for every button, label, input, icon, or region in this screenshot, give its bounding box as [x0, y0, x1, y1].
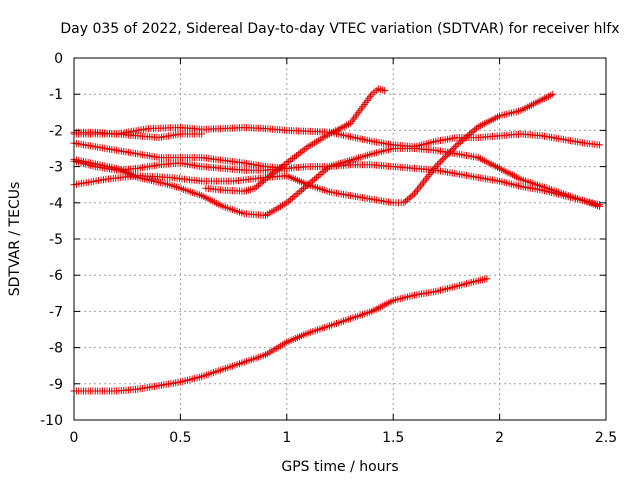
x-tick-label: 0.5 — [169, 430, 191, 446]
y-tick-label: -10 — [40, 413, 63, 429]
y-tick-label: -3 — [49, 160, 63, 176]
y-tick-label: -5 — [49, 232, 63, 248]
series-markers — [202, 85, 389, 195]
y-tick-label: -2 — [49, 123, 63, 139]
x-tick-label: 2 — [495, 430, 504, 446]
series-markers — [70, 275, 491, 395]
y-tick-label: -6 — [49, 268, 63, 284]
data-layer — [70, 85, 604, 395]
y-axis-label: SDTVAR / TECUs — [7, 182, 23, 297]
y-tick-label: 0 — [54, 51, 63, 67]
x-tick-label: 1.5 — [382, 430, 404, 446]
chart-title: Day 035 of 2022, Sidereal Day-to-day VTE… — [60, 21, 619, 37]
series-markers — [70, 90, 557, 207]
series-track-g — [202, 85, 389, 195]
series-track-h — [70, 275, 491, 395]
tick-layer: 0 0.5 1 1.5 2 2.5 0 -1 -2 -3 -4 -5 -6 -7 -8 -9 -10 — [40, 51, 617, 446]
y-tick-label: -1 — [49, 87, 63, 103]
y-tick-label: -8 — [49, 341, 63, 357]
grid-layer — [74, 58, 606, 420]
y-tick-label: -7 — [49, 304, 63, 320]
x-axis-label: GPS time / hours — [281, 459, 398, 475]
series-track-e — [70, 90, 557, 207]
y-tick-label: -9 — [49, 377, 63, 393]
x-tick-label: 0 — [70, 430, 79, 446]
x-tick-label: 2.5 — [595, 430, 617, 446]
x-tick-label: 1 — [282, 430, 291, 446]
y-tick-label: -4 — [49, 196, 63, 212]
